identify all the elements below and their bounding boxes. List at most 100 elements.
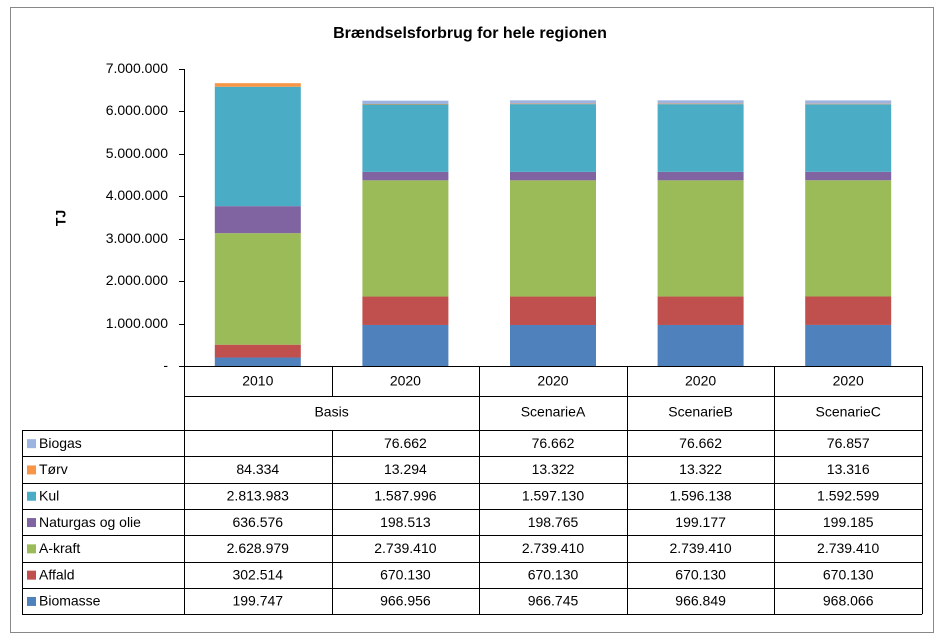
bar-segment bbox=[805, 103, 892, 105]
chart-title: Brændselsforbrug for hele regionen bbox=[333, 25, 607, 42]
x-tick-label: 2020 bbox=[685, 373, 716, 389]
bar-segment bbox=[510, 171, 596, 181]
x-tick-label: 2010 bbox=[242, 373, 273, 389]
bar-segment bbox=[805, 171, 892, 181]
legend-label: Kul bbox=[39, 487, 59, 503]
group-label: Basis bbox=[314, 404, 348, 420]
group-label: ScenarieB bbox=[668, 404, 733, 420]
bar-segment bbox=[510, 103, 596, 105]
table-value: 198.765 bbox=[528, 514, 579, 530]
bar-segment bbox=[214, 233, 301, 345]
table-value: 670.130 bbox=[675, 566, 726, 582]
y-axis-label: TJ bbox=[53, 210, 69, 226]
table-value: 966.956 bbox=[380, 593, 431, 609]
y-tick-label: 6.000.000 bbox=[106, 102, 168, 118]
table-value: 2.739.410 bbox=[374, 540, 436, 556]
bar-segment bbox=[510, 296, 596, 325]
table-value: 968.066 bbox=[823, 593, 874, 609]
bar-segment bbox=[362, 171, 449, 181]
bar-segment bbox=[510, 104, 596, 172]
bar-segment bbox=[510, 100, 596, 104]
legend-label: Biomasse bbox=[39, 593, 101, 609]
table-value: 13.322 bbox=[532, 461, 575, 477]
y-tick-label: 3.000.000 bbox=[106, 230, 168, 246]
legend-label: A-kraft bbox=[39, 540, 80, 556]
bar-segment bbox=[214, 206, 301, 234]
bar-segment bbox=[805, 100, 892, 104]
table-value: 198.513 bbox=[380, 514, 431, 530]
table-value: 13.316 bbox=[827, 461, 870, 477]
table-value: 966.849 bbox=[675, 593, 726, 609]
table-value: 636.576 bbox=[232, 514, 283, 530]
legend-key bbox=[27, 596, 36, 606]
table-value: 84.334 bbox=[236, 461, 279, 477]
bar-segment bbox=[362, 100, 449, 104]
table-value: 966.745 bbox=[528, 593, 579, 609]
table-value: 2.739.410 bbox=[817, 540, 879, 556]
bar-segment bbox=[362, 324, 449, 366]
legend-key bbox=[27, 544, 36, 554]
bar-segment bbox=[657, 296, 744, 325]
table-value: 76.662 bbox=[532, 435, 575, 451]
table-value: 1.592.599 bbox=[817, 487, 879, 503]
bar-segment bbox=[362, 296, 449, 325]
table-value: 2.739.410 bbox=[522, 540, 584, 556]
legend-key bbox=[27, 570, 36, 580]
bar-segment bbox=[657, 103, 744, 105]
y-tick-label: 5.000.000 bbox=[106, 145, 168, 161]
bar-segment bbox=[657, 100, 744, 104]
bar-segment bbox=[214, 344, 301, 358]
legend-label: Affald bbox=[39, 566, 75, 582]
legend-key bbox=[27, 491, 36, 501]
table-value: 2.739.410 bbox=[669, 540, 731, 556]
group-label: ScenarieC bbox=[816, 404, 881, 420]
table-value: 302.514 bbox=[232, 566, 283, 582]
table-value: 2.813.983 bbox=[227, 487, 289, 503]
legend-label: Naturgas og olie bbox=[39, 514, 141, 530]
table-value: 199.177 bbox=[675, 514, 726, 530]
table-value: 76.857 bbox=[827, 435, 870, 451]
bar-segment bbox=[805, 180, 892, 297]
table-value: 670.130 bbox=[823, 566, 874, 582]
y-tick-label: 2.000.000 bbox=[106, 272, 168, 288]
y-tick-label: 7.000.000 bbox=[106, 60, 168, 76]
bar-segment bbox=[657, 324, 744, 366]
bar-segment bbox=[657, 171, 744, 181]
legend-key bbox=[27, 439, 36, 449]
group-label: ScenarieA bbox=[521, 404, 586, 420]
y-tick-label: - bbox=[163, 357, 168, 373]
table-value: 199.185 bbox=[823, 514, 874, 530]
chart-border bbox=[10, 7, 934, 633]
legend-key bbox=[27, 518, 36, 528]
table-value: 670.130 bbox=[528, 566, 579, 582]
table-value: 2.628.979 bbox=[227, 540, 289, 556]
bar-segment bbox=[510, 324, 596, 366]
y-tick-label: 4.000.000 bbox=[106, 187, 168, 203]
bar-segment bbox=[214, 357, 301, 366]
bar-segment bbox=[214, 86, 301, 207]
table-value: 199.747 bbox=[232, 593, 283, 609]
table-value: 13.294 bbox=[384, 461, 427, 477]
x-tick-label: 2020 bbox=[390, 373, 421, 389]
bar-segment bbox=[657, 180, 744, 297]
bar-segment bbox=[362, 180, 449, 297]
x-tick-label: 2020 bbox=[833, 373, 864, 389]
table-value: 1.597.130 bbox=[522, 487, 584, 503]
bar-segment bbox=[805, 296, 892, 325]
table-value: 13.322 bbox=[679, 461, 722, 477]
bar-segment bbox=[657, 104, 744, 172]
bar-segment bbox=[214, 83, 301, 87]
legend-key bbox=[27, 465, 36, 475]
bar-segment bbox=[362, 104, 449, 172]
table-value: 1.587.996 bbox=[374, 487, 436, 503]
table-value: 670.130 bbox=[380, 566, 431, 582]
bar-segment bbox=[510, 180, 596, 297]
table-value: 76.662 bbox=[384, 435, 427, 451]
legend-label: Biogas bbox=[39, 435, 82, 451]
y-tick-label: 1.000.000 bbox=[106, 315, 168, 331]
x-tick-label: 2020 bbox=[537, 373, 568, 389]
table-value: 1.596.138 bbox=[669, 487, 731, 503]
legend-label: Tørv bbox=[39, 461, 68, 477]
bar-segment bbox=[805, 104, 892, 172]
